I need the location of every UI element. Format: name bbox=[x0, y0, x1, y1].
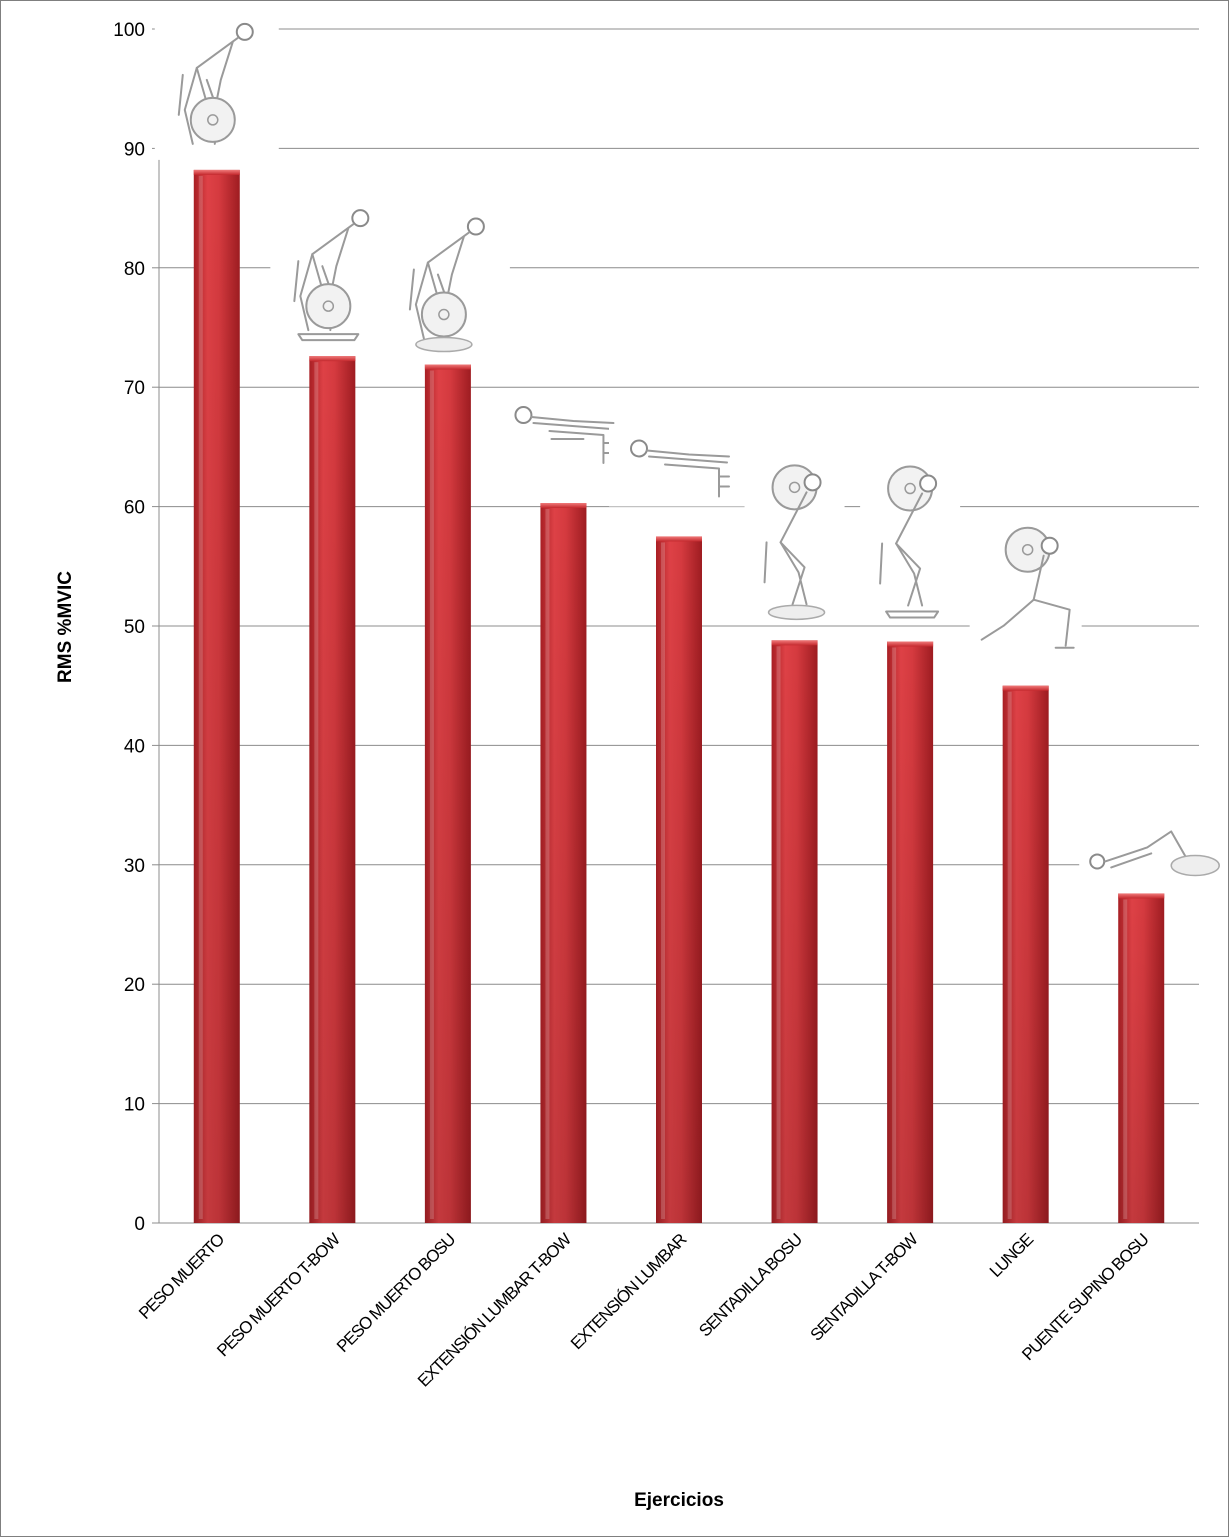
bar-highlight bbox=[1007, 691, 1012, 1219]
squat-tbow-figure-icon bbox=[860, 465, 961, 622]
bar-cap bbox=[887, 641, 934, 647]
back-extension-figure-icon bbox=[609, 426, 749, 507]
y-tick-label: 20 bbox=[124, 975, 145, 996]
bar-7 bbox=[887, 641, 934, 1223]
bar-5 bbox=[656, 536, 702, 1223]
bars bbox=[193, 169, 1165, 1224]
bar-shade bbox=[771, 640, 818, 1223]
bar-cap bbox=[540, 503, 587, 509]
bar-cap bbox=[771, 640, 818, 646]
bar-2 bbox=[309, 356, 356, 1223]
bar-highlight bbox=[892, 647, 897, 1219]
y-tick-label: 70 bbox=[124, 378, 145, 399]
bar-shade bbox=[1002, 685, 1049, 1223]
bar-cap bbox=[1002, 685, 1049, 691]
x-tick-label: SENTADILLA BOSU bbox=[695, 1230, 805, 1340]
y-tick-label: 80 bbox=[124, 259, 145, 280]
bar-highlight bbox=[198, 175, 203, 1220]
x-tick-label: SENTADILLA T-BOW bbox=[807, 1230, 922, 1345]
y-tick-label: 0 bbox=[134, 1214, 145, 1235]
bar-shade bbox=[424, 364, 471, 1223]
bar-cap bbox=[1118, 893, 1165, 899]
deadlift-tbow-figure-icon bbox=[270, 196, 395, 347]
bar-shade bbox=[656, 536, 702, 1223]
y-tick-label: 60 bbox=[124, 498, 145, 519]
exercise-illustrations bbox=[154, 9, 1220, 879]
y-tick-label: 90 bbox=[124, 139, 145, 160]
bar-shade bbox=[887, 641, 934, 1223]
bar-cap bbox=[193, 169, 240, 175]
x-tick-label: EXTENSIÓN LUMBAR bbox=[567, 1230, 690, 1353]
bar-9 bbox=[1118, 893, 1165, 1223]
bar-cap bbox=[309, 356, 356, 362]
bar-highlight bbox=[661, 542, 665, 1219]
bar-6 bbox=[771, 640, 818, 1223]
y-tick-label: 100 bbox=[113, 20, 145, 41]
bar-highlight bbox=[1123, 899, 1128, 1219]
x-tick-label: PESO MUERTO BOSU bbox=[333, 1230, 459, 1356]
bar-highlight bbox=[545, 509, 550, 1219]
x-axis-title: Ejercicios bbox=[634, 1490, 724, 1511]
bar-cap bbox=[656, 536, 702, 542]
y-tick-label: 50 bbox=[124, 617, 145, 638]
y-axis-title: RMS %MVIC bbox=[55, 571, 76, 683]
x-tick-label: PESO MUERTO T-BOW bbox=[213, 1230, 344, 1361]
supine-bridge-bosu-figure-icon bbox=[1079, 823, 1220, 879]
bar-8 bbox=[1002, 685, 1049, 1223]
squat-bosu-figure-icon bbox=[744, 464, 845, 621]
deadlift-bosu-figure-icon bbox=[385, 204, 510, 355]
x-tick-label: PESO MUERTO bbox=[135, 1230, 228, 1323]
bar-highlight bbox=[776, 646, 781, 1219]
bar-shade bbox=[540, 503, 587, 1223]
bar-3 bbox=[424, 364, 471, 1223]
bar-1 bbox=[193, 169, 240, 1224]
lunge-figure-icon bbox=[969, 526, 1082, 661]
x-tick-label: PUENTE SUPINO BOSU bbox=[1018, 1230, 1152, 1364]
bar-shade bbox=[309, 356, 356, 1223]
bar-4 bbox=[540, 503, 587, 1223]
bar-highlight bbox=[314, 362, 319, 1219]
y-tick-label: 40 bbox=[124, 736, 145, 757]
x-tick-label: LUNGE bbox=[986, 1230, 1037, 1281]
y-tick-label: 10 bbox=[124, 1095, 145, 1116]
bar-cap bbox=[424, 364, 471, 370]
bar-shade bbox=[193, 169, 240, 1224]
axes: 0 10 20 30 40 50 60 70 80 90 100 bbox=[113, 20, 1199, 1235]
bar-highlight bbox=[429, 370, 434, 1219]
y-tick-label: 30 bbox=[124, 856, 145, 877]
deadlift-figure-icon bbox=[154, 9, 279, 160]
bar-shade bbox=[1118, 893, 1165, 1223]
